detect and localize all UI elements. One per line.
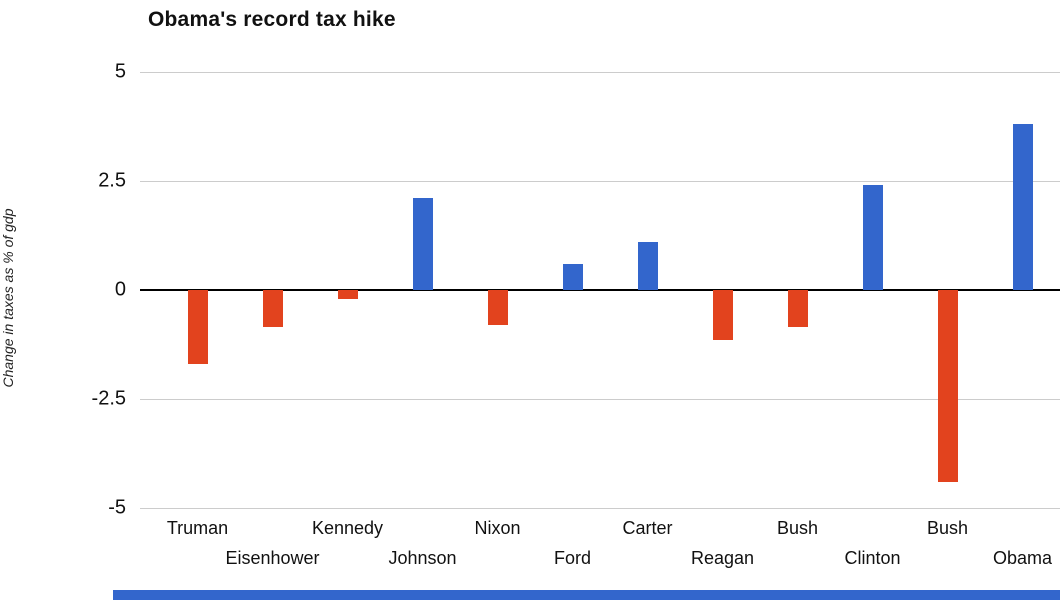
bar-carter-6: [637, 242, 658, 290]
plot-area: [140, 72, 1060, 509]
gridline-2.5: [140, 181, 1060, 182]
x-axis-labels: Truman Eisenhower Kennedy Johnson Nixon Ford C…: [160, 514, 1060, 580]
x-band-5: Ford: [535, 514, 610, 580]
x-label-johnson-3: Johnson: [388, 548, 457, 568]
x-axis-zero-line: [140, 289, 1060, 291]
y-tick-label-0: 0: [114, 278, 126, 301]
bar-band-11: [985, 72, 1060, 508]
bar-band-3: [385, 72, 460, 508]
y-axis-tick-labels: 5 2.5 0 -2.5 -5: [0, 61, 126, 519]
x-band-4: Nixon: [460, 514, 535, 580]
x-label-ford-5: Ford: [553, 548, 592, 568]
y-tick-label-2.5: 2.5: [98, 169, 126, 192]
bar-band-7: [685, 72, 760, 508]
gridline--2.5: [140, 399, 1060, 400]
x-label-obama-11: Obama: [992, 548, 1053, 568]
x-band-10: Bush: [910, 514, 985, 580]
bar-band-1: [235, 72, 310, 508]
x-label-nixon-4: Nixon: [474, 518, 521, 538]
y-tick-label--2.5: -2.5: [91, 387, 126, 410]
x-label-bush-10: Bush: [926, 518, 969, 538]
bottom-strip: [113, 590, 1060, 600]
bar-clinton-9: [862, 185, 883, 290]
x-label-eisenhower-1: Eisenhower: [225, 548, 320, 568]
bar-obama-11: [1012, 124, 1033, 290]
bar-band-10: [910, 72, 985, 508]
bar-ford-5: [562, 263, 583, 290]
bar-bush-10: [937, 290, 958, 482]
x-band-1: Eisenhower: [225, 514, 319, 580]
x-band-8: Bush: [760, 514, 835, 580]
x-label-bush-8: Bush: [776, 518, 819, 538]
gridline-5: [140, 72, 1060, 73]
x-label-clinton-9: Clinton: [844, 548, 901, 568]
gridline--5: [140, 508, 1060, 509]
x-band-7: Reagan: [685, 514, 760, 580]
bar-truman-0: [187, 290, 208, 365]
chart-title: Obama's record tax hike: [148, 8, 396, 31]
bar-eisenhower-1: [262, 290, 283, 328]
bar-band-9: [835, 72, 910, 508]
x-band-2: Kennedy: [310, 514, 385, 580]
x-label-truman-0: Truman: [166, 518, 229, 538]
bar-band-6: [610, 72, 685, 508]
bar-band-2: [310, 72, 385, 508]
bars-layer: [160, 72, 1060, 508]
x-label-kennedy-2: Kennedy: [311, 518, 384, 538]
bar-johnson-3: [412, 198, 433, 290]
bar-reagan-7: [712, 290, 733, 341]
x-label-carter-6: Carter: [622, 518, 673, 538]
x-band-0: Truman: [160, 514, 235, 580]
bar-nixon-4: [487, 290, 508, 325]
x-band-6: Carter: [610, 514, 685, 580]
bar-band-0: [160, 72, 235, 508]
bar-bush-8: [787, 290, 808, 328]
y-tick-label-5: 5: [114, 60, 126, 83]
bar-kennedy-2: [337, 290, 358, 299]
x-band-3: Johnson: [385, 514, 460, 580]
bar-band-8: [760, 72, 835, 508]
y-tick-label--5: -5: [108, 496, 126, 519]
bar-band-4: [460, 72, 535, 508]
x-band-11: Obama: [985, 514, 1060, 580]
x-band-9: Clinton: [835, 514, 910, 580]
x-label-reagan-7: Reagan: [690, 548, 755, 568]
bar-band-5: [535, 72, 610, 508]
